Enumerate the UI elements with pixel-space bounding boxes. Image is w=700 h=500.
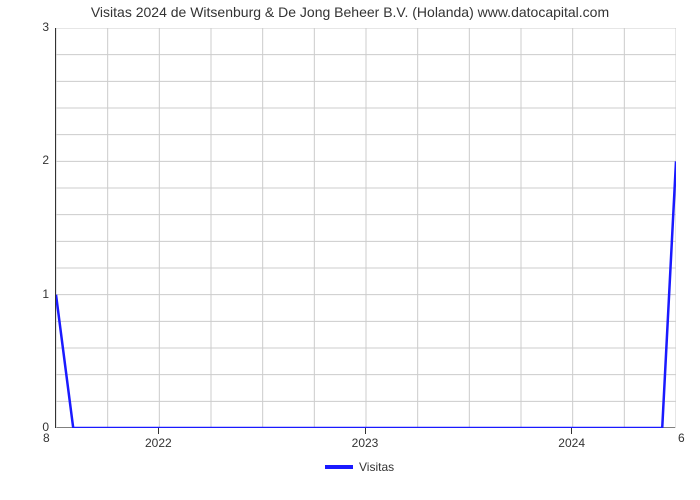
x-tick-mark <box>158 428 159 434</box>
x-tick-mark <box>365 428 366 434</box>
corner-label-bottom-left: 8 <box>43 431 50 445</box>
chart-container: Visitas 2024 de Witsenburg & De Jong Beh… <box>0 0 700 500</box>
x-tick-label: 2023 <box>352 436 379 450</box>
x-tick-label: 2024 <box>558 436 585 450</box>
legend: Visitas <box>325 460 394 474</box>
corner-label-bottom-right: 6 <box>678 431 685 445</box>
x-tick-mark <box>571 428 572 434</box>
legend-label: Visitas <box>359 460 394 474</box>
y-tick-label: 2 <box>19 153 49 167</box>
x-tick-label: 2022 <box>145 436 172 450</box>
chart-title: Visitas 2024 de Witsenburg & De Jong Beh… <box>0 4 700 20</box>
plot-area <box>55 28 675 428</box>
y-tick-label: 1 <box>19 287 49 301</box>
y-tick-label: 3 <box>19 20 49 34</box>
chart-svg <box>56 28 676 428</box>
legend-swatch <box>325 465 353 469</box>
